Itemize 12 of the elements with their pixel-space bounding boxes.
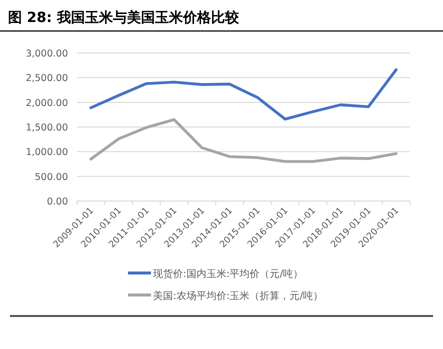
y-tick-label: 2,500.00 [26,73,68,84]
y-tick-label: 2,000.00 [26,98,68,109]
legend-label: 美国:农场平均价:玉米（折算，元/吨） [153,290,324,302]
y-tick-label: 1,000.00 [26,147,68,158]
legend-label: 现货价:国内玉米:平均价（元/吨） [153,268,304,280]
y-tick-label: 0.00 [46,196,68,208]
y-tick-label: 500.00 [34,172,68,183]
chart-title: 图 28: 我国玉米与美国玉米价格比较 [8,9,240,26]
y-tick-label: 1,500.00 [26,122,68,134]
y-tick-label: 3,000.00 [26,48,68,60]
line-series [89,118,398,163]
line-series [89,68,398,121]
